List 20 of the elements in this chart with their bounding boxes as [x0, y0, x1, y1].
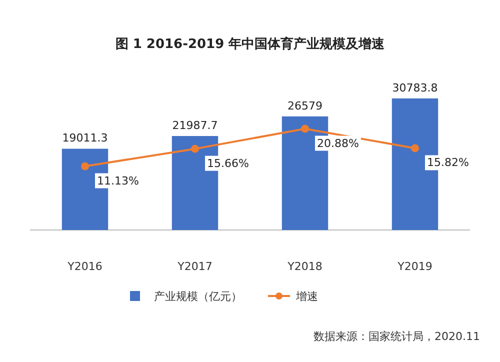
x-tick-label: Y2016	[66, 260, 102, 273]
x-tick-label: Y2019	[396, 260, 432, 273]
x-tick-label: Y2017	[176, 260, 212, 273]
point	[301, 124, 309, 133]
title: 图 1 2016-2019 年中国体育产业规模及增速	[115, 37, 385, 52]
point	[411, 144, 419, 152]
x-tick-label: Y2018	[286, 260, 322, 273]
data-label: 15.66%	[207, 156, 249, 170]
point	[81, 162, 89, 170]
legend-label: 增速	[295, 290, 318, 303]
data-label: 21987.7	[172, 119, 218, 132]
legend-label: 产业规模（亿元）	[154, 290, 242, 303]
data-label: 19011.3	[62, 132, 108, 145]
data-label: 30783.8	[392, 81, 438, 94]
source-note: 数据来源：国家统计局，2020.11	[314, 330, 480, 343]
point	[191, 144, 199, 153]
data-label: 26579	[288, 99, 322, 112]
data-label: 11.13%	[97, 174, 139, 188]
data-label: 15.82%	[427, 156, 469, 170]
data-label: 20.88%	[317, 136, 359, 150]
